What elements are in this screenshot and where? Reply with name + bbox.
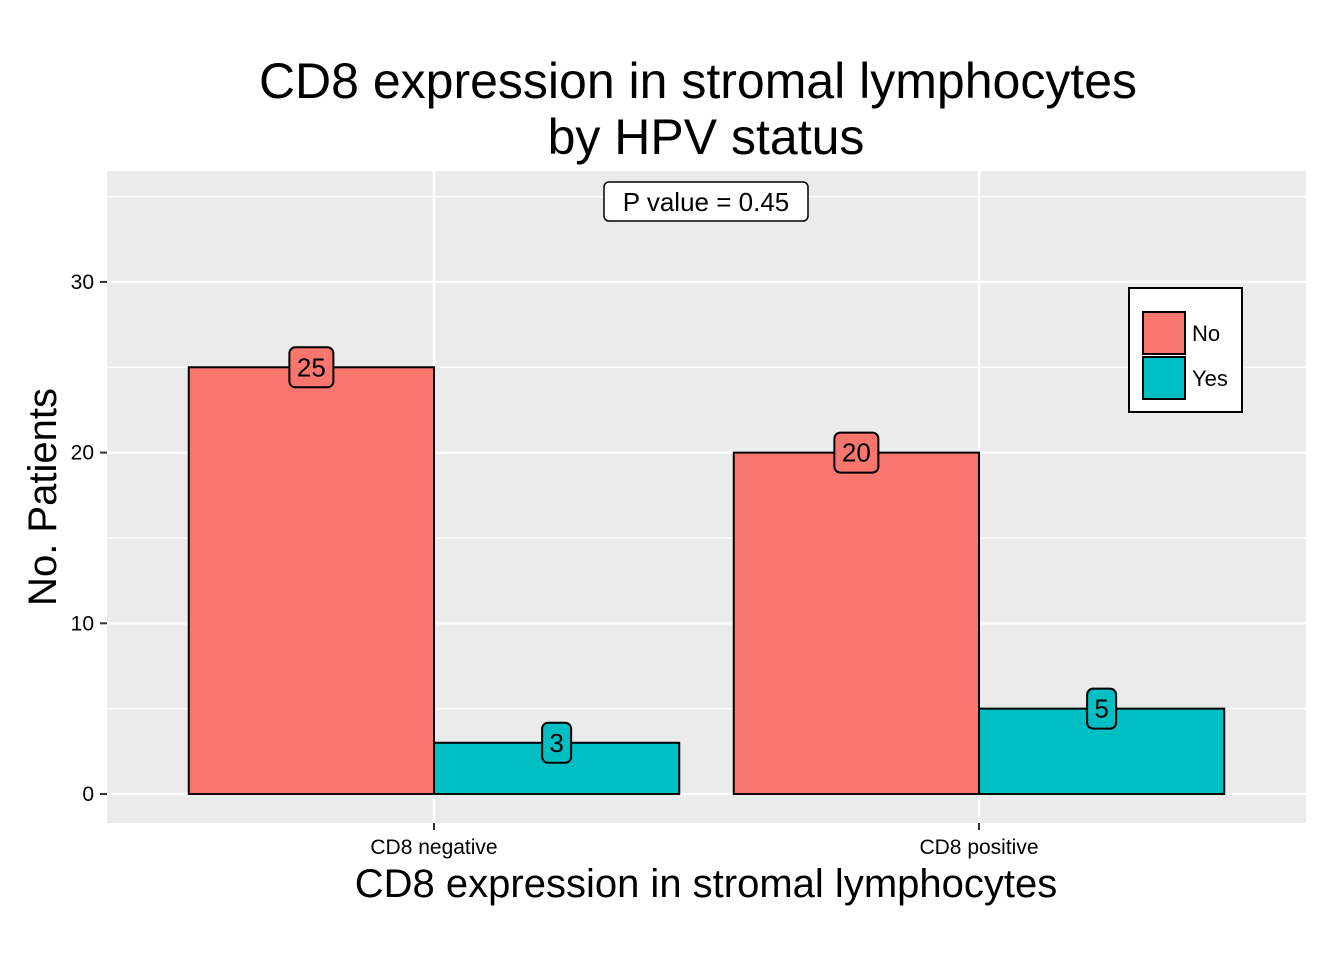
bar-no-2 <box>732 451 980 795</box>
bar-label: 3 <box>549 728 563 758</box>
legend-label-yes: Yes <box>1192 366 1228 391</box>
chart-title-line-2: by HPV status <box>548 109 865 165</box>
legend-items: No Yes <box>1142 311 1228 400</box>
y-tick-label: 10 <box>71 612 94 635</box>
p-value-annotation: P value = 0.45 <box>603 181 809 222</box>
x-axis: CD8 negative CD8 positive <box>370 823 1039 859</box>
bar-label: 25 <box>297 352 326 382</box>
bar-label-box <box>1086 687 1118 730</box>
bar-label-box <box>541 721 573 764</box>
x-tick-label: CD8 positive <box>919 836 1038 859</box>
legend-label-no: No <box>1192 321 1220 346</box>
x-tick-label: CD8 negative <box>370 836 497 859</box>
legend-key-yes <box>1142 356 1186 400</box>
p-value-box <box>603 181 809 222</box>
bar-label: 20 <box>842 438 871 468</box>
y-axis-title: No. Patients <box>21 388 65 606</box>
y-axis: 0 10 20 30 <box>71 271 107 806</box>
bar-label-box <box>288 346 335 389</box>
bar-labels: 25 20 3 5 <box>288 346 1118 764</box>
bar-no-1 <box>187 366 435 795</box>
y-tick-label: 20 <box>71 442 94 465</box>
bar-label: 5 <box>1094 694 1108 724</box>
legend-key-no <box>1142 311 1186 355</box>
chart-title-line-1: CD8 expression in stromal lymphocytes <box>259 53 1137 109</box>
legend: No Yes <box>1128 287 1243 413</box>
y-tick-label: 30 <box>71 271 94 294</box>
p-value-text: P value = 0.45 <box>623 187 790 217</box>
bar-label-box <box>833 431 880 474</box>
y-tick-label: 0 <box>82 783 94 806</box>
x-axis-title: CD8 expression in stromal lymphocytes <box>355 862 1057 906</box>
